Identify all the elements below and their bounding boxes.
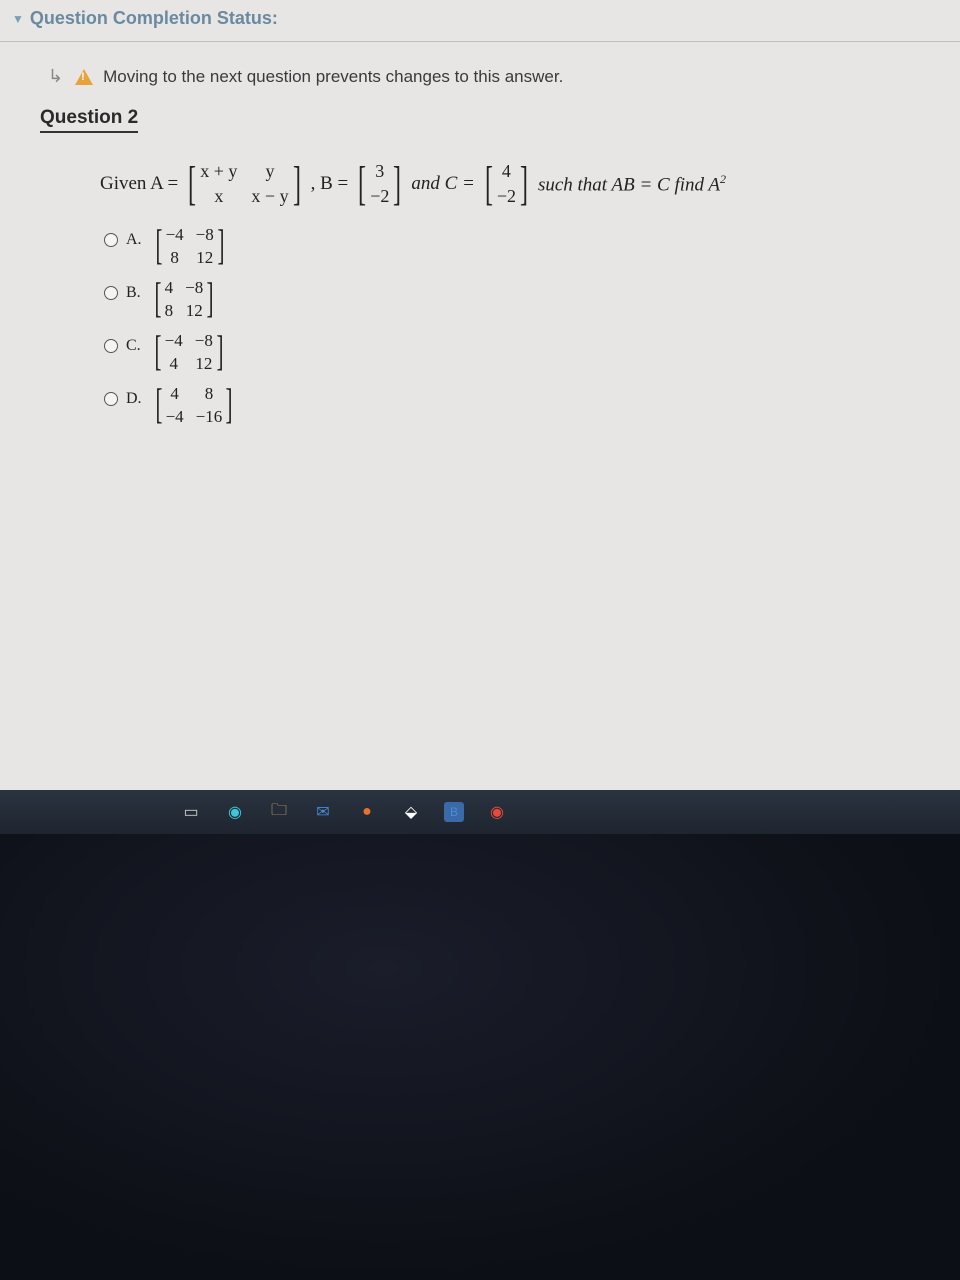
option-A-matrix: [ −4 −8 8 12 ] <box>152 225 228 268</box>
quiz-page: ▼ Question Completion Status: ↳ Moving t… <box>0 0 960 790</box>
cell: −4 <box>166 225 184 245</box>
cell: −4 <box>166 407 184 427</box>
B-prefix: , B = <box>311 173 349 195</box>
option-label: C. <box>126 337 141 355</box>
B-r1: 3 <box>370 161 389 182</box>
cell: −8 <box>185 278 203 298</box>
such-that-text: such that AB = C find A2 <box>538 172 726 196</box>
B-r2: −2 <box>370 186 389 207</box>
C-r1: 4 <box>497 161 516 182</box>
radio-icon[interactable] <box>104 286 118 300</box>
cell: 8 <box>166 248 184 268</box>
matrix-A: [ x + y y x x − y ] <box>184 161 304 207</box>
bracket-left-icon: [ <box>154 336 161 370</box>
cell: 4 <box>166 384 184 404</box>
question-content: ↳ Moving to the next question prevents c… <box>0 42 960 427</box>
question-number: Question 2 <box>40 107 138 133</box>
status-label: Question Completion Status: <box>30 8 278 29</box>
cell: 12 <box>185 301 203 321</box>
desktop-background <box>0 834 960 1280</box>
completion-status-header[interactable]: ▼ Question Completion Status: <box>0 0 960 37</box>
matrix-B: [ 3 −2 ] <box>354 161 405 207</box>
mail-icon[interactable]: ✉ <box>312 801 334 823</box>
bracket-right-icon: ] <box>520 165 528 203</box>
option-label: B. <box>126 284 141 302</box>
app-icon[interactable]: B <box>444 802 464 822</box>
edge-icon[interactable]: ◉ <box>224 801 246 823</box>
cell: 8 <box>196 384 223 404</box>
bracket-right-icon: ] <box>207 283 214 317</box>
cell: 8 <box>165 301 174 321</box>
exponent: 2 <box>720 172 726 186</box>
radio-icon[interactable] <box>104 233 118 247</box>
option-A[interactable]: A. [ −4 −8 8 12 ] <box>104 225 920 268</box>
chrome-icon[interactable]: ◉ <box>486 801 508 823</box>
option-C-matrix: [ −4 −8 4 12 ] <box>151 331 227 374</box>
file-explorer-icon[interactable]: 🗀 <box>268 801 290 823</box>
bracket-right-icon: ] <box>293 165 301 203</box>
option-label: A. <box>126 231 142 249</box>
cell: 4 <box>165 278 174 298</box>
bracket-left-icon: [ <box>188 165 196 203</box>
bracket-right-icon: ] <box>217 230 224 264</box>
chevron-down-icon: ▼ <box>12 12 24 26</box>
cell: 12 <box>196 248 214 268</box>
C-r2: −2 <box>497 186 516 207</box>
and-C-text: and C = <box>411 173 475 195</box>
A-r1c2: y <box>251 161 288 182</box>
warning-text: Moving to the next question prevents cha… <box>103 67 563 87</box>
cell: −8 <box>196 225 214 245</box>
A-r2c2: x − y <box>251 186 288 207</box>
bracket-left-icon: [ <box>155 230 162 264</box>
option-label: D. <box>126 390 142 408</box>
dropbox-icon[interactable]: ⬙ <box>400 801 422 823</box>
bracket-left-icon: [ <box>485 165 493 203</box>
bracket-right-icon: ] <box>393 165 401 203</box>
such-that-label: such that AB = C find A <box>538 174 720 195</box>
bracket-right-icon: ] <box>226 389 233 423</box>
cell: 12 <box>195 354 213 374</box>
radio-icon[interactable] <box>104 392 118 406</box>
option-C[interactable]: C. [ −4 −8 4 12 ] <box>104 331 920 374</box>
option-B-matrix: [ 4 −8 8 12 ] <box>151 278 218 321</box>
question-body: Given A = [ x + y y x x − y ] , B = [ 3 <box>100 161 920 427</box>
option-D-matrix: [ 4 8 −4 −16 ] <box>152 384 237 427</box>
cell: −4 <box>165 331 183 351</box>
indent-arrow-icon: ↳ <box>48 66 63 87</box>
bracket-right-icon: ] <box>216 336 223 370</box>
matrix-C: [ 4 −2 ] <box>481 161 532 207</box>
warning-row: ↳ Moving to the next question prevents c… <box>48 66 920 87</box>
A-r2c1: x <box>200 186 237 207</box>
answer-options: A. [ −4 −8 8 12 ] B. <box>104 225 920 427</box>
bracket-left-icon: [ <box>154 283 161 317</box>
given-text: Given A = <box>100 173 178 195</box>
task-view-icon[interactable]: ▭ <box>180 801 202 823</box>
question-prompt: Given A = [ x + y y x x − y ] , B = [ 3 <box>100 161 920 207</box>
warning-icon <box>75 69 93 85</box>
cell: −16 <box>196 407 223 427</box>
cell: 4 <box>165 354 183 374</box>
cell: −8 <box>195 331 213 351</box>
taskbar: ▭ ◉ 🗀 ✉ ● ⬙ B ◉ <box>0 790 960 834</box>
firefox-icon[interactable]: ● <box>356 801 378 823</box>
bracket-left-icon: [ <box>155 389 162 423</box>
option-B[interactable]: B. [ 4 −8 8 12 ] <box>104 278 920 321</box>
radio-icon[interactable] <box>104 339 118 353</box>
bracket-left-icon: [ <box>358 165 366 203</box>
option-D[interactable]: D. [ 4 8 −4 −16 ] <box>104 384 920 427</box>
A-r1c1: x + y <box>200 161 237 182</box>
